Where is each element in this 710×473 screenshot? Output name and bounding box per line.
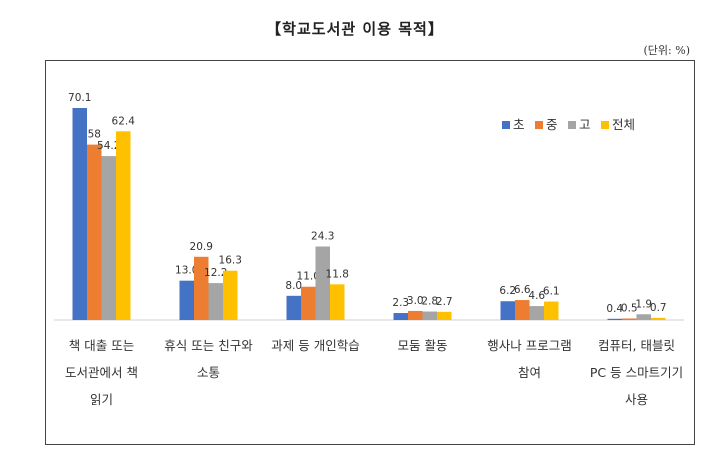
legend-swatch-3 [568, 121, 576, 129]
bar-4-3 [330, 284, 345, 320]
unit-note: (단위: %) [643, 44, 690, 57]
category-label-2-2: 소통 [197, 365, 220, 380]
data-label-4-1: 62.4 [112, 115, 136, 127]
bar-1-1 [72, 108, 87, 320]
bar-4-2 [223, 270, 238, 320]
bar-4-4 [437, 311, 452, 320]
data-label-1-6: 0.4 [606, 303, 623, 315]
bar-3-1 [101, 156, 116, 320]
bar-3-6 [636, 314, 651, 320]
chart-title: 【학교도서관 이용 목적】 [266, 20, 444, 38]
bar-4-6 [651, 317, 666, 320]
bar-3-5 [529, 306, 544, 320]
category-label-2-1: 휴식 또는 친구와 [164, 338, 253, 353]
bar-1-2 [179, 280, 194, 320]
bar-2-6 [622, 318, 637, 320]
data-label-4-6: 0.7 [650, 302, 667, 314]
data-label-3-6: 1.9 [635, 298, 652, 310]
data-label-3-4: 2.8 [421, 296, 438, 308]
bar-1-5 [500, 301, 515, 320]
category-label-1-3: 읽기 [90, 392, 113, 407]
data-label-2-5: 6.6 [514, 284, 531, 296]
category-label-5-2: 참여 [518, 365, 541, 380]
bar-2-3 [301, 286, 316, 320]
bar-1-4 [393, 313, 408, 320]
data-label-2-4: 3.0 [407, 295, 424, 307]
legend-swatch-2 [535, 121, 543, 129]
data-label-1-4: 2.3 [392, 297, 409, 309]
data-label-3-5: 4.6 [528, 290, 545, 302]
category-label-5-1: 행사나 프로그램 [487, 338, 571, 353]
data-label-2-3: 11.0 [297, 271, 320, 283]
data-label-3-2: 12.2 [204, 267, 227, 279]
bar-2-2 [194, 256, 209, 320]
bar-3-4 [422, 311, 437, 320]
category-label-4-1: 모둠 활동 [398, 338, 448, 353]
data-label-2-6: 0.5 [621, 302, 638, 314]
data-label-1-3: 8.0 [285, 280, 302, 292]
legend-label-4: 전체 [612, 117, 635, 132]
category-label-6-3: 사용 [625, 392, 648, 407]
bar-2-4 [408, 310, 423, 320]
category-label-6-2: PC 등 스마트기기 [590, 365, 683, 380]
data-label-1-2: 13.0 [175, 265, 198, 277]
bar-3-3 [315, 246, 330, 320]
category-label-6-1: 컴퓨터, 태블릿 [598, 338, 675, 353]
bar-1-3 [286, 295, 301, 320]
data-label-3-1: 54.2 [97, 140, 120, 152]
legend-swatch-1 [502, 121, 510, 129]
bar-2-5 [515, 300, 530, 320]
data-label-4-2: 16.3 [219, 255, 242, 267]
data-label-4-5: 6.1 [543, 286, 560, 298]
legend-label-3: 고 [579, 117, 591, 132]
data-label-1-5: 6.2 [499, 285, 516, 297]
category-label-1-2: 도서관에서 책 [65, 365, 138, 380]
bar-1-6 [607, 318, 622, 320]
bar-3-2 [208, 283, 223, 320]
category-label-1-1: 책 대출 또는 [69, 338, 134, 353]
data-label-1-1: 70.1 [68, 92, 91, 104]
category-label-3-1: 과제 등 개인학습 [271, 338, 359, 353]
bar-2-1 [87, 144, 102, 320]
bar-4-5 [544, 301, 559, 320]
data-label-4-3: 11.8 [326, 268, 349, 280]
bar-4-1 [116, 131, 131, 320]
data-label-2-2: 20.9 [190, 241, 213, 253]
data-label-4-4: 2.7 [436, 296, 453, 308]
chart-frame [45, 60, 695, 445]
legend-label-2: 중 [546, 117, 558, 132]
legend-label-1: 초 [513, 117, 525, 132]
data-label-3-3: 24.3 [311, 231, 334, 243]
data-label-2-1: 58 [88, 129, 101, 141]
legend-swatch-4 [601, 121, 609, 129]
